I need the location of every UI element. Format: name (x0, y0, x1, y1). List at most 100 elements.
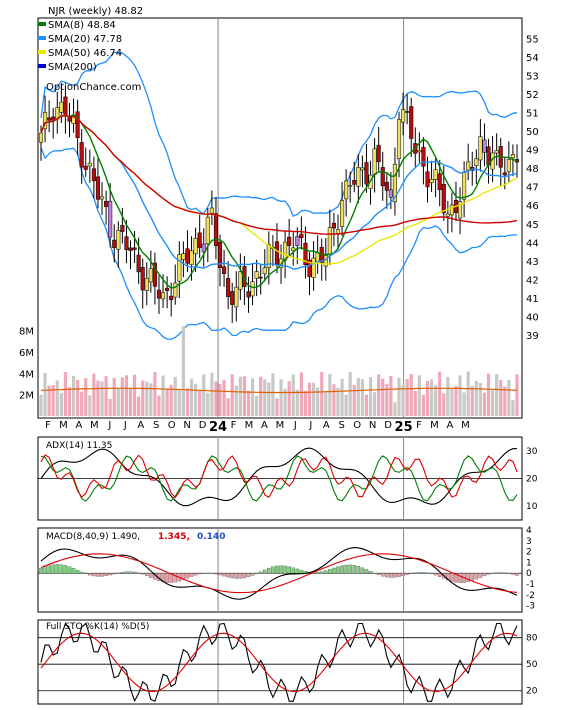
macd-histogram-bar (43, 567, 46, 574)
volume-bar (389, 376, 392, 416)
price-tick-label: 51 (526, 109, 539, 120)
watermark: OptionChance.com (46, 82, 141, 93)
volume-bar (438, 372, 441, 416)
volume-bar (426, 381, 429, 416)
panel-frames (38, 18, 522, 704)
candle-body (381, 167, 385, 185)
volume-bar (304, 391, 307, 416)
volume-tick-label: 6M (19, 348, 34, 359)
volume-bar (84, 378, 87, 416)
macd-histogram-bar (231, 573, 234, 578)
adx-line (41, 448, 517, 506)
indicator-tick-label: -1 (526, 580, 535, 590)
volume-bar (475, 381, 478, 416)
macd-histogram-bar (328, 569, 331, 573)
macd-histogram-bar (418, 572, 421, 573)
candle-body (64, 97, 68, 116)
x-tick-label: F (231, 420, 237, 431)
candle-body (495, 151, 499, 154)
candle-body (121, 225, 125, 231)
x-tick-label: M (461, 420, 470, 431)
candle-body (230, 291, 234, 304)
volume-tick-label: 8M (19, 327, 34, 338)
legend-label: SMA(200) (48, 62, 97, 73)
candle-body (214, 214, 218, 246)
indicator-tick-label: 10 (526, 502, 538, 512)
volume-bar (406, 379, 409, 416)
macd-histogram-bar (320, 572, 323, 574)
macd-histogram-bar (471, 573, 474, 580)
volume-bar (178, 390, 181, 416)
macd-histogram-bar (251, 573, 254, 575)
adx-label: ADX(14) 11.35 (46, 441, 112, 451)
macd-histogram-bar (479, 573, 482, 577)
candle-body (357, 167, 361, 186)
macd-histogram-bar (389, 573, 392, 577)
candle-body (60, 102, 64, 112)
x-tick-label: A (261, 420, 268, 431)
macd-histogram-bar (92, 573, 95, 576)
volume-bar (60, 393, 63, 416)
indicator-tick-label: 30 (526, 447, 538, 457)
volume-bar (109, 399, 112, 416)
macd-histogram-bar (259, 572, 262, 574)
volume-bar (231, 374, 234, 416)
candle-body (108, 201, 112, 237)
candle-body (239, 272, 243, 290)
price-tick-label: 41 (526, 294, 539, 305)
volume-bar (515, 374, 518, 416)
indicator-tick-label: -3 (526, 602, 535, 612)
volume-bars (39, 326, 518, 416)
macd-histogram-bar (340, 566, 343, 574)
volume-bar (336, 388, 339, 416)
volume-bar (125, 375, 128, 416)
volume-bar (72, 376, 75, 416)
volume-bar (255, 396, 258, 416)
volume-bar (43, 373, 46, 416)
price-tick-label: 53 (526, 71, 539, 82)
x-tick-label: M (59, 420, 68, 431)
macd-histogram-bar (381, 573, 384, 576)
volume-bar (133, 375, 136, 416)
candle-body (409, 107, 413, 139)
volume-bar (401, 385, 404, 416)
volume-bar (279, 379, 282, 416)
volume-bar (202, 374, 205, 416)
candle-body (178, 254, 182, 281)
candle-body (125, 237, 129, 250)
candle-body (161, 293, 165, 299)
volume-bar (365, 395, 368, 416)
volume-bar (393, 402, 396, 416)
volume-bar (210, 373, 213, 416)
volume-tick-label: 4M (19, 369, 34, 380)
price-tick-label: 43 (526, 257, 539, 268)
volume-bar (68, 387, 71, 416)
candle-body (259, 277, 263, 278)
volume-bar (292, 375, 295, 416)
volume-bar (345, 395, 348, 416)
candle-body (405, 111, 409, 112)
candle-body (198, 233, 202, 248)
macd-histogram-bar (239, 573, 242, 578)
volume-bar (442, 394, 445, 416)
volume-bar (308, 383, 311, 416)
macd-histogram-bar (145, 573, 148, 576)
macd-histogram-bar (275, 566, 278, 573)
volume-bar (39, 395, 42, 416)
volume-bar (324, 392, 327, 416)
macd-histogram-bar (369, 571, 372, 573)
candle-body (39, 133, 43, 142)
macd-histogram-bar (361, 568, 364, 574)
volume-bar (100, 381, 103, 416)
x-tick-label: M (90, 420, 99, 431)
indicator-tick-label: 2 (526, 548, 532, 558)
candle-body (430, 179, 434, 182)
candle-body (483, 140, 487, 152)
macd-histogram-bar (149, 573, 152, 577)
macd-histogram-bar (109, 573, 112, 575)
volume-bar (369, 377, 372, 416)
macd-histogram-bar (438, 573, 441, 576)
candle-body (507, 159, 511, 172)
